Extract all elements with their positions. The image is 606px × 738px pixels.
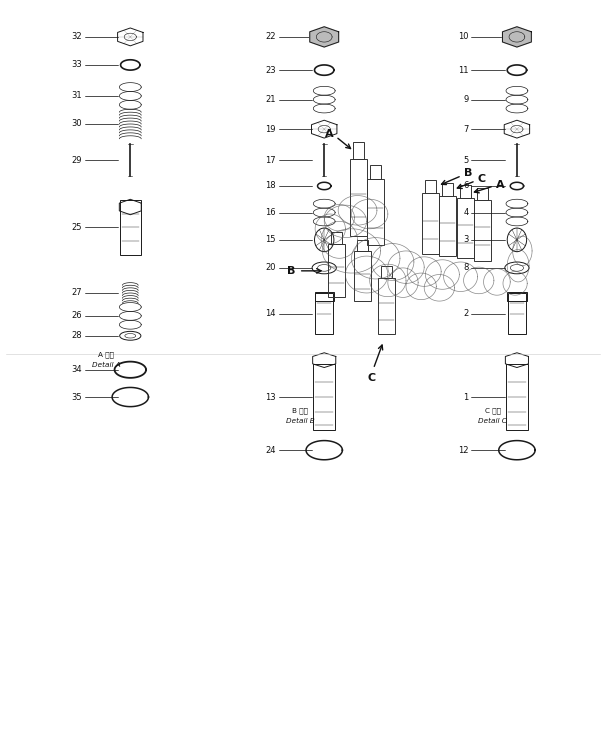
Bar bbox=[378, 278, 395, 334]
Polygon shape bbox=[310, 27, 339, 47]
Text: 7: 7 bbox=[463, 125, 468, 134]
Polygon shape bbox=[502, 27, 531, 47]
Text: 5: 5 bbox=[463, 156, 468, 165]
Text: 35: 35 bbox=[71, 393, 82, 401]
Text: Detail B: Detail B bbox=[285, 418, 315, 424]
Bar bbox=[457, 198, 474, 258]
Text: 25: 25 bbox=[72, 223, 82, 232]
Text: A 詳細: A 詳細 bbox=[98, 352, 114, 358]
Bar bbox=[313, 364, 335, 430]
Text: 34: 34 bbox=[71, 365, 82, 374]
Text: 4: 4 bbox=[463, 208, 468, 217]
Bar bbox=[508, 293, 526, 334]
Text: B 詳細: B 詳細 bbox=[292, 407, 308, 413]
Bar bbox=[353, 142, 364, 159]
Text: 26: 26 bbox=[71, 311, 82, 320]
Bar bbox=[422, 193, 439, 254]
Bar bbox=[425, 180, 436, 193]
Text: 20: 20 bbox=[265, 263, 276, 272]
Text: A: A bbox=[496, 179, 504, 190]
Text: 3: 3 bbox=[463, 235, 468, 244]
Text: 11: 11 bbox=[458, 66, 468, 75]
Bar bbox=[439, 196, 456, 256]
Bar bbox=[357, 240, 368, 251]
Bar bbox=[328, 244, 345, 297]
Text: 33: 33 bbox=[71, 61, 82, 69]
Bar bbox=[442, 183, 453, 196]
Text: C: C bbox=[367, 373, 376, 383]
Text: 23: 23 bbox=[265, 66, 276, 75]
Text: 21: 21 bbox=[265, 95, 276, 104]
Bar bbox=[460, 185, 471, 198]
Bar bbox=[474, 200, 491, 261]
Text: 22: 22 bbox=[265, 32, 276, 41]
Text: 30: 30 bbox=[71, 120, 82, 128]
Text: 32: 32 bbox=[71, 32, 82, 41]
Text: 19: 19 bbox=[265, 125, 276, 134]
Bar bbox=[354, 251, 371, 301]
Text: 28: 28 bbox=[71, 331, 82, 340]
Bar bbox=[315, 292, 334, 301]
Text: 2: 2 bbox=[463, 309, 468, 318]
Text: 9: 9 bbox=[463, 95, 468, 104]
Text: 18: 18 bbox=[265, 182, 276, 190]
Bar bbox=[367, 179, 384, 245]
Text: 17: 17 bbox=[265, 156, 276, 165]
Text: C: C bbox=[478, 174, 485, 184]
Text: 6: 6 bbox=[463, 182, 468, 190]
Text: C 詳細: C 詳細 bbox=[485, 407, 501, 413]
Bar bbox=[350, 159, 367, 236]
Text: B: B bbox=[287, 266, 296, 276]
Text: 24: 24 bbox=[265, 446, 276, 455]
Bar bbox=[315, 293, 333, 334]
Bar bbox=[507, 292, 527, 301]
Bar bbox=[370, 165, 381, 179]
Text: 16: 16 bbox=[265, 208, 276, 217]
Text: 8: 8 bbox=[463, 263, 468, 272]
Bar bbox=[506, 364, 528, 430]
Text: 12: 12 bbox=[458, 446, 468, 455]
Bar bbox=[331, 232, 342, 244]
Text: 10: 10 bbox=[458, 32, 468, 41]
Text: 15: 15 bbox=[265, 235, 276, 244]
Bar bbox=[381, 266, 392, 278]
Text: 1: 1 bbox=[463, 393, 468, 401]
Text: B: B bbox=[464, 168, 472, 179]
Text: 31: 31 bbox=[71, 92, 82, 100]
Text: 27: 27 bbox=[71, 289, 82, 297]
Bar bbox=[120, 200, 141, 255]
Text: Detail C: Detail C bbox=[478, 418, 507, 424]
Text: 29: 29 bbox=[72, 156, 82, 165]
Text: 14: 14 bbox=[265, 309, 276, 318]
Text: 13: 13 bbox=[265, 393, 276, 401]
Text: A: A bbox=[325, 129, 333, 139]
Text: Detail A: Detail A bbox=[92, 362, 121, 368]
Bar bbox=[477, 188, 488, 200]
